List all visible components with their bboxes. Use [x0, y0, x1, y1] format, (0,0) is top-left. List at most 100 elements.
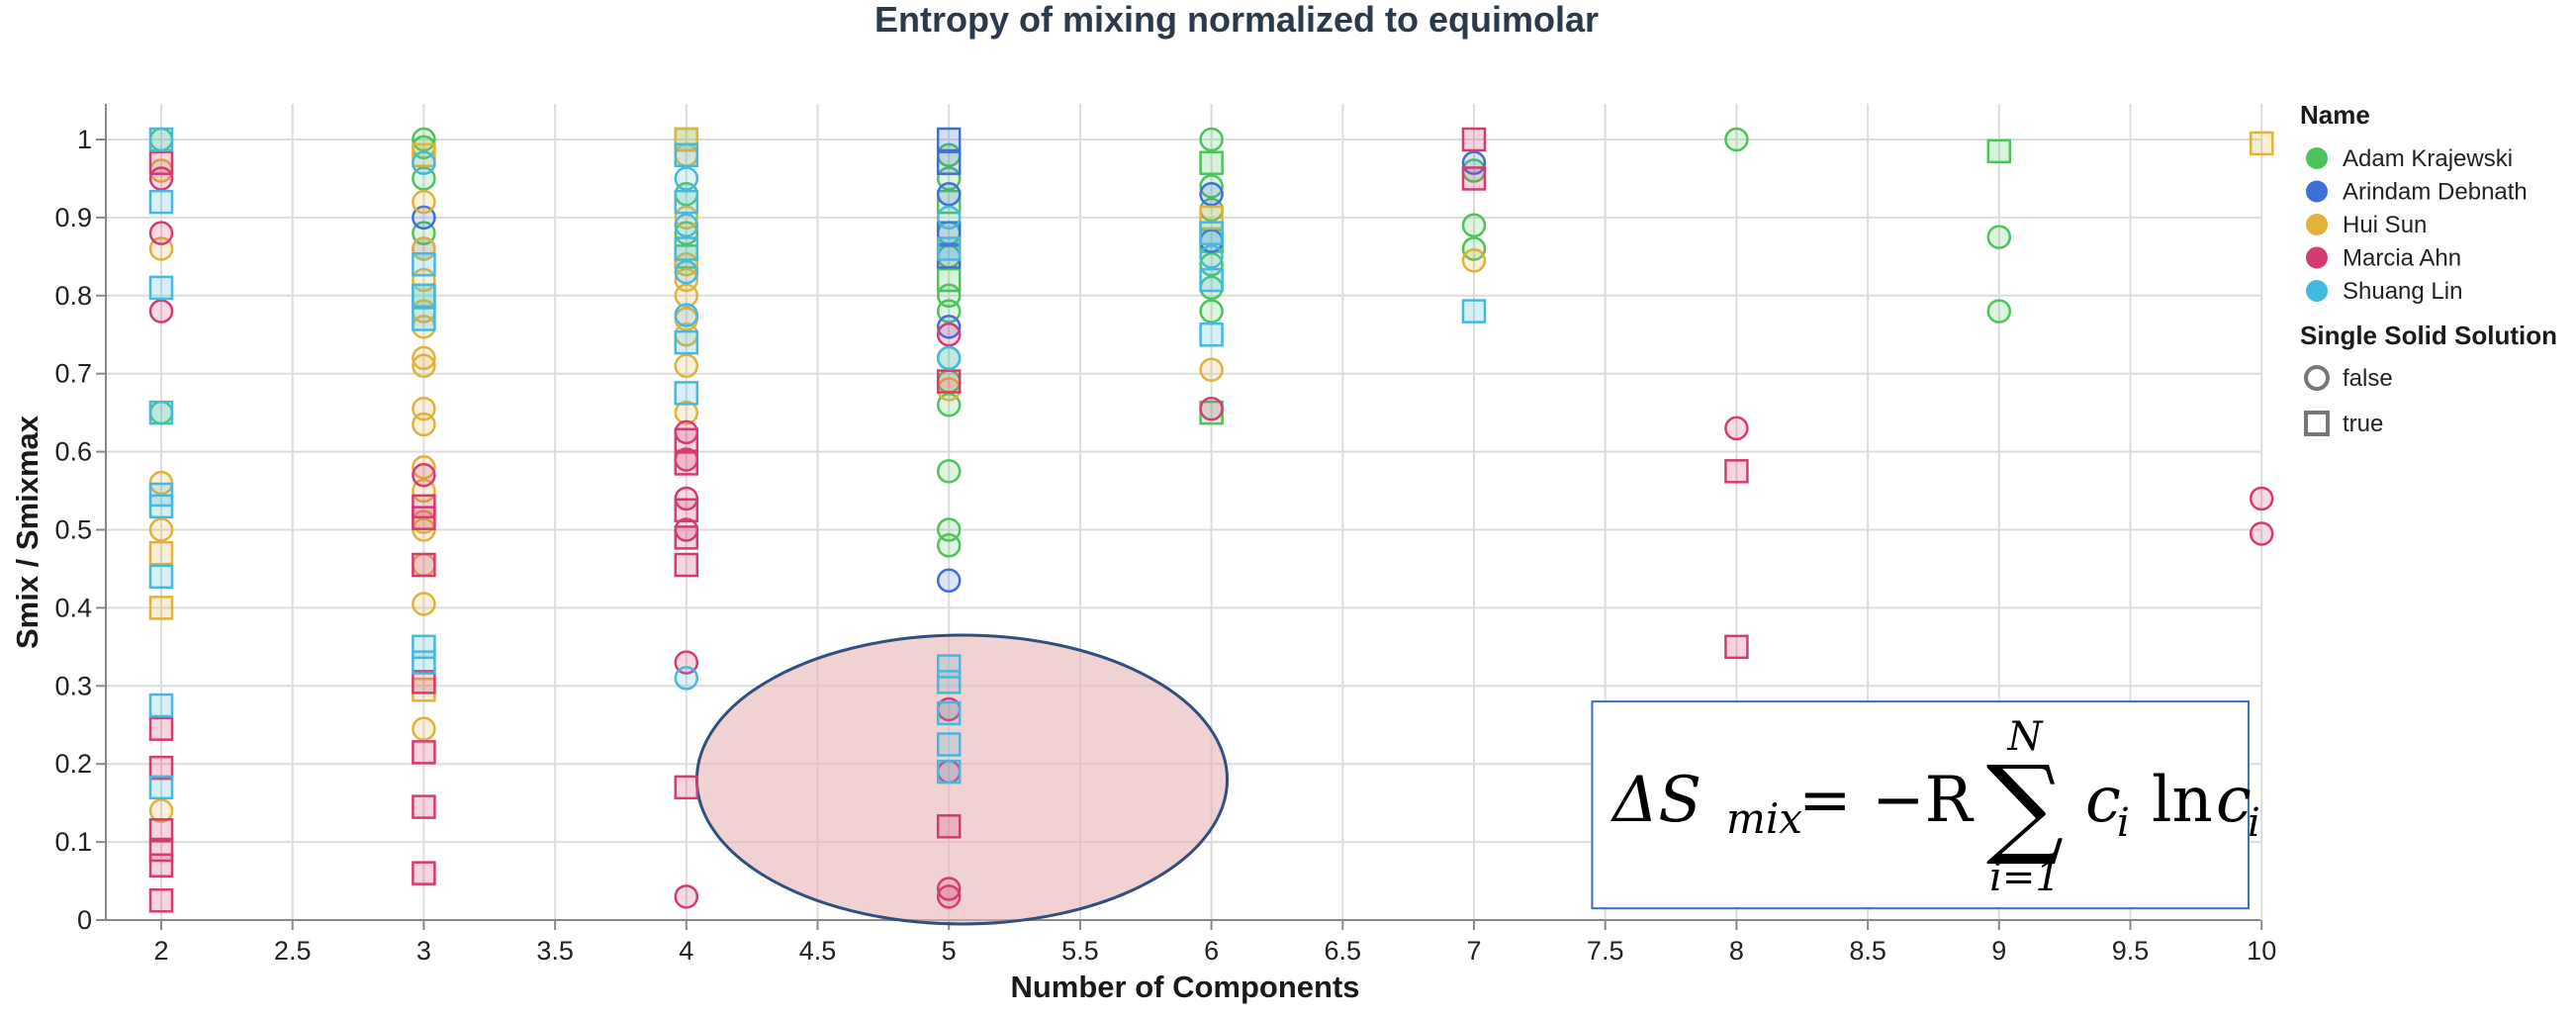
point-marcia-ahn-square: [674, 552, 699, 578]
x-tick-label: 6: [1204, 936, 1219, 966]
point-marcia-ahn-square: [674, 775, 699, 800]
y-tick-label: 0.2: [54, 749, 92, 779]
point-shuang-lin-square: [412, 307, 436, 331]
formula-equals: = −R: [1798, 764, 1975, 837]
legend-label-marcia-ahn: Marcia Ahn: [2343, 245, 2461, 272]
point-marcia-ahn-circle: [1724, 416, 1749, 441]
legend-shape-label-false: false: [2343, 365, 2393, 392]
legend-color-entries: Adam Krajewski Arindam Debnath Hui Sun Marc…: [2306, 145, 2528, 305]
point-marcia-ahn-square: [412, 506, 436, 530]
point-marcia-ahn-square: [936, 814, 962, 839]
point-adam-krajewski-circle: [936, 459, 962, 484]
point-marcia-ahn-circle: [674, 884, 699, 909]
x-tick-label: 8.5: [1849, 936, 1886, 966]
point-marcia-ahn-circle: [936, 323, 962, 347]
point-shuang-lin-square: [936, 236, 962, 261]
point-adam-krajewski-circle: [1199, 299, 1224, 324]
point-marcia-ahn-circle: [936, 884, 962, 909]
point-hui-sun-circle: [412, 353, 436, 379]
formula-ln: ln: [2152, 764, 2213, 837]
point-adam-krajewski-circle: [936, 533, 962, 558]
point-marcia-ahn-square: [412, 670, 436, 694]
point-shuang-lin-square: [1199, 323, 1224, 347]
x-tick-label: 6.5: [1325, 936, 1362, 966]
y-tick-label: 0.5: [54, 515, 92, 545]
point-adam-krajewski-circle: [1199, 127, 1224, 152]
point-arindam-debnath-circle: [1199, 181, 1224, 207]
y-tick-label: 0.4: [54, 593, 92, 622]
x-axis-ticks: 2 2.5 3 3.5 4 4.5 5 5.5 6 6.5 7 7.5 8 8.5 9 9.5 10: [153, 920, 2276, 966]
point-marcia-ahn-square: [936, 369, 962, 394]
point-marcia-ahn-square: [412, 552, 436, 578]
point-shuang-lin-square: [1199, 267, 1224, 293]
point-marcia-ahn-circle: [148, 166, 174, 191]
point-hui-sun-circle: [412, 189, 436, 215]
data-points: [148, 127, 2274, 913]
point-shuang-lin-square: [936, 670, 962, 694]
x-tick-label: 5.5: [1061, 936, 1099, 966]
formula-tail: c: [2216, 764, 2252, 837]
legend-swatch-marcia-ahn: [2306, 246, 2328, 269]
point-marcia-ahn-square: [674, 427, 699, 453]
point-hui-sun-circle: [1199, 357, 1224, 383]
point-shuang-lin-square: [936, 732, 962, 757]
formula-lhs-subscript: mix: [1726, 794, 1802, 843]
point-marcia-ahn-square: [148, 888, 174, 913]
point-shuang-lin-circle: [936, 345, 962, 371]
point-hui-sun-circle: [148, 517, 174, 542]
point-shuang-lin-circle: [674, 259, 699, 285]
legend-shape-label-true: true: [2343, 411, 2383, 437]
legend-shape-title: Single Solid Solution: [2300, 321, 2557, 350]
point-hui-sun-circle: [674, 400, 699, 425]
point-shuang-lin-square: [412, 650, 436, 675]
point-marcia-ahn-square: [412, 740, 436, 765]
point-shuang-lin-square: [148, 564, 174, 590]
point-shuang-lin-square: [674, 381, 699, 406]
x-tick-label: 9.5: [2112, 936, 2150, 966]
point-shuang-lin-square: [674, 329, 699, 355]
formula-sigma-bottom: i=1: [1989, 855, 2061, 900]
point-marcia-ahn-square: [412, 861, 436, 885]
y-tick-label: 0.6: [54, 437, 92, 467]
point-adam-krajewski-square: [1199, 150, 1224, 175]
formula-body: c: [2085, 764, 2121, 837]
point-adam-krajewski-circle: [1986, 299, 2012, 324]
point-marcia-ahn-circle: [148, 221, 174, 245]
x-tick-label: 10: [2247, 936, 2276, 966]
x-tick-label: 7: [1466, 936, 1481, 966]
x-tick-label: 4: [679, 936, 693, 966]
legend-swatch-arindam-debnath: [2306, 180, 2328, 203]
point-shuang-lin-square: [936, 759, 962, 785]
x-tick-label: 2.5: [274, 936, 312, 966]
point-hui-sun-square: [412, 142, 436, 168]
y-tick-label: 0: [77, 905, 92, 935]
formula-sigma: ∑: [1986, 742, 2065, 869]
legend-swatch-shuang-lin: [2306, 280, 2328, 302]
point-shuang-lin-square: [148, 275, 174, 301]
point-hui-sun-circle: [674, 283, 699, 309]
legend-label-arindam-debnath: Arindam Debnath: [2343, 179, 2528, 206]
formula-tail-subscript: i: [2248, 800, 2260, 846]
legend-label-shuang-lin: Shuang Lin: [2343, 278, 2462, 305]
x-tick-label: 3.5: [536, 936, 574, 966]
point-marcia-ahn-square: [674, 498, 699, 523]
point-adam-krajewski-circle: [1986, 225, 2012, 249]
point-hui-sun-circle: [412, 345, 436, 371]
point-hui-sun-circle: [674, 353, 699, 379]
y-tick-label: 0.7: [54, 359, 92, 389]
legend-label-hui-sun: Hui Sun: [2343, 212, 2427, 238]
highlight-ellipse: [694, 633, 1230, 926]
x-tick-label: 3: [416, 936, 431, 966]
point-arindam-debnath-circle: [936, 181, 962, 207]
legend-shape-square: [2304, 411, 2330, 436]
point-shuang-lin-square: [412, 283, 436, 309]
point-marcia-ahn-square: [1461, 166, 1487, 191]
legend-color-title: Name: [2300, 100, 2370, 130]
point-shuang-lin-square: [674, 189, 699, 215]
legend-swatch-hui-sun: [2306, 214, 2328, 235]
formula-box: [1591, 700, 2250, 910]
point-marcia-ahn-square: [674, 451, 699, 476]
point-arindam-debnath-circle: [936, 568, 962, 594]
point-marcia-ahn-circle: [2249, 486, 2274, 511]
point-shuang-lin-square: [148, 775, 174, 800]
